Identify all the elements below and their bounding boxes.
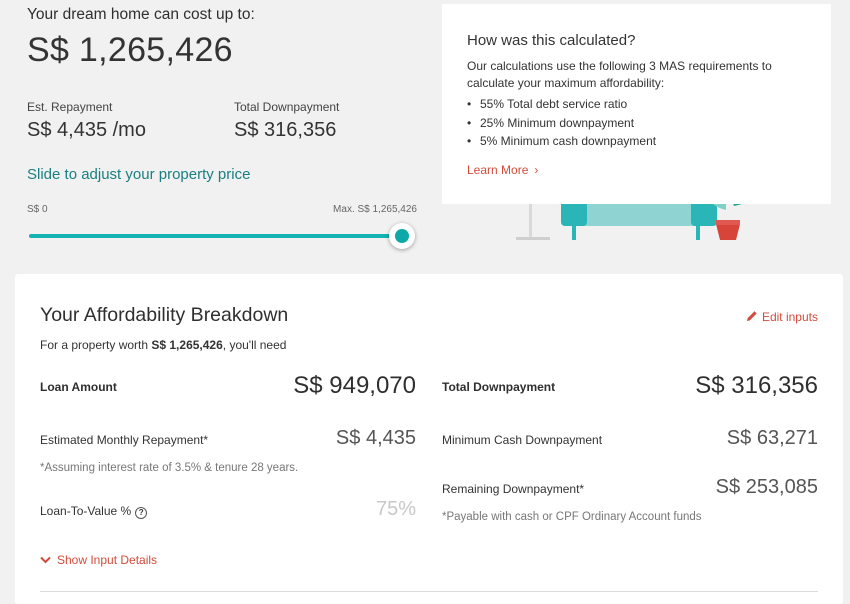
loan-amount-value: S$ 949,070 xyxy=(293,372,416,399)
total-downpayment-row-value: S$ 316,356 xyxy=(695,372,818,399)
est-repayment-value: S$ 4,435 /mo xyxy=(27,119,146,141)
edit-inputs-button[interactable]: Edit inputs xyxy=(746,310,818,324)
subtitle-suffix: , you'll need xyxy=(222,338,287,352)
mas-requirements-list: 55% Total debt service ratio 25% Minimum… xyxy=(467,95,656,151)
chevron-right-icon: › xyxy=(534,163,539,177)
loan-amount-label: Loan Amount xyxy=(40,380,117,394)
monthly-repayment-label: Estimated Monthly Repayment* xyxy=(40,433,209,447)
subtitle-prefix: For a property worth xyxy=(40,338,152,352)
calculation-info-card: How was this calculated? Our calculation… xyxy=(442,4,831,204)
remaining-downpayment-label: Remaining Downpayment* xyxy=(442,482,585,496)
subtitle-amount: S$ 1,265,426 xyxy=(151,338,223,352)
chevron-down-icon xyxy=(40,556,51,564)
info-card-description: Our calculations use the following 3 MAS… xyxy=(467,59,772,90)
price-slider-thumb[interactable] xyxy=(389,223,415,249)
help-icon[interactable]: ? xyxy=(135,507,148,519)
max-price-value: S$ 1,265,426 xyxy=(27,31,233,69)
show-input-details-label: Show Input Details xyxy=(57,553,158,567)
edit-inputs-label: Edit inputs xyxy=(761,310,818,324)
list-item: 5% Minimum cash downpayment xyxy=(467,132,656,151)
price-slider-track[interactable] xyxy=(29,234,404,238)
est-repayment-label: Est. Repayment xyxy=(27,100,113,114)
divider xyxy=(40,591,818,592)
ltv-label: Loan-To-Value %? xyxy=(40,504,148,519)
slider-max-label: Max. S$ 1,265,426 xyxy=(333,204,417,215)
learn-more-link[interactable]: Learn More › xyxy=(467,163,538,177)
slider-min-label: S$ 0 xyxy=(27,204,48,215)
remaining-downpayment-value: S$ 253,085 xyxy=(715,476,818,498)
ltv-label-text: Loan-To-Value % xyxy=(40,504,132,518)
dream-home-title: Your dream home can cost up to: xyxy=(27,6,255,23)
show-input-details-button[interactable]: Show Input Details xyxy=(40,553,157,567)
min-cash-downpayment-label: Minimum Cash Downpayment xyxy=(442,433,603,447)
breakdown-title: Your Affordability Breakdown xyxy=(40,304,289,326)
list-item: 55% Total debt service ratio xyxy=(467,95,656,114)
list-item: 25% Minimum downpayment xyxy=(467,114,656,133)
cpf-payment-note: *Payable with cash or CPF Ordinary Accou… xyxy=(442,511,702,523)
info-card-title: How was this calculated? xyxy=(467,32,636,49)
min-cash-downpayment-value: S$ 63,271 xyxy=(726,427,818,449)
total-downpayment-row-label: Total Downpayment xyxy=(442,380,556,394)
slider-title: Slide to adjust your property price xyxy=(27,166,251,183)
affordability-breakdown-card: Your Affordability Breakdown For a prope… xyxy=(15,274,843,604)
total-downpayment-value: S$ 316,356 xyxy=(234,119,337,141)
interest-rate-note: *Assuming interest rate of 3.5% & tenure… xyxy=(40,462,299,474)
total-downpayment-label: Total Downpayment xyxy=(234,100,340,114)
learn-more-label: Learn More xyxy=(467,163,529,177)
breakdown-subtitle: For a property worth S$ 1,265,426, you'l… xyxy=(40,338,286,352)
ltv-value: 75% xyxy=(375,498,416,520)
monthly-repayment-value: S$ 4,435 xyxy=(335,427,416,449)
pencil-icon xyxy=(746,311,757,321)
